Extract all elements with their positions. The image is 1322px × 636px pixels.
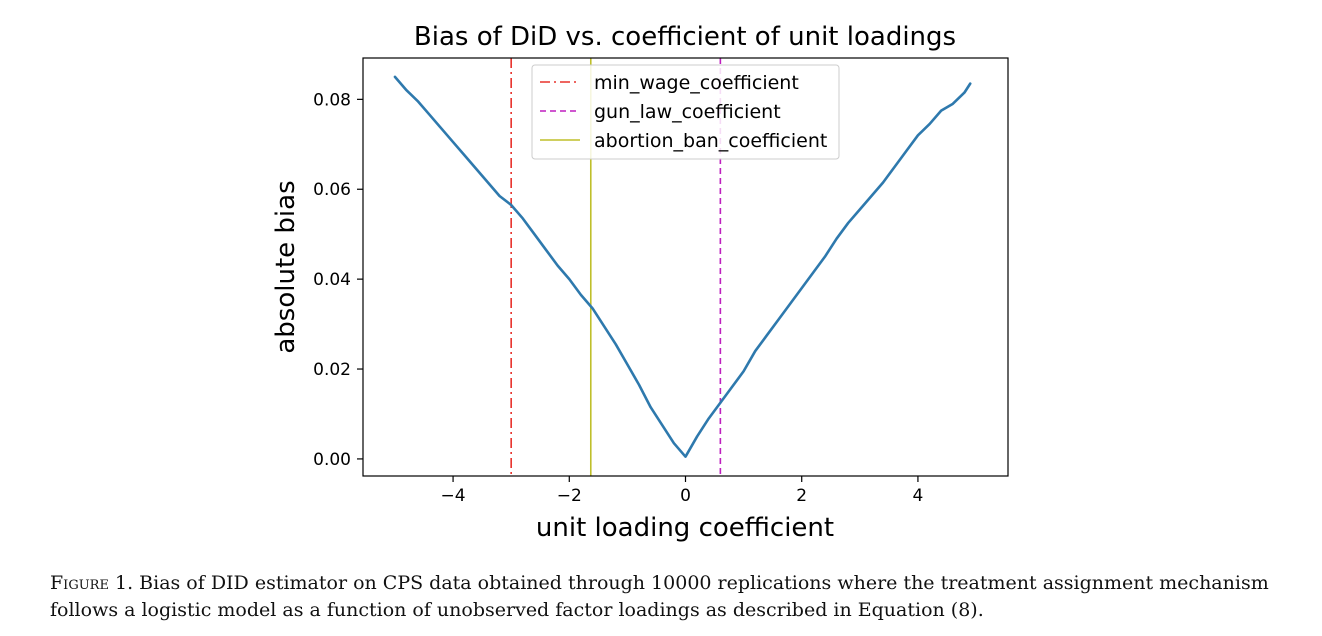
chart-title: Bias of DiD vs. coefficient of unit load… bbox=[414, 22, 956, 52]
y-tick-label: 0.08 bbox=[313, 90, 351, 110]
legend-label-abortion-ban: abortion_ban_coefficient bbox=[594, 130, 827, 152]
y-tick-label: 0.06 bbox=[313, 180, 351, 200]
x-tick-label: −2 bbox=[557, 486, 582, 506]
caption-text: Bias of DID estimator on CPS data obtain… bbox=[50, 572, 1269, 621]
legend-box bbox=[531, 64, 840, 160]
series-line-0 bbox=[393, 75, 972, 458]
y-tick-label: 0.04 bbox=[313, 270, 351, 290]
y-tick-label: 0.02 bbox=[313, 360, 351, 380]
legend-label-gun-law: gun_law_coefficient bbox=[594, 101, 781, 123]
y-tick-label: 0.00 bbox=[313, 450, 351, 470]
x-tick-label: 4 bbox=[913, 486, 924, 506]
caption-lead: Figure 1. bbox=[50, 572, 134, 594]
figure-caption: Figure 1. Bias of DID estimator on CPS d… bbox=[50, 570, 1315, 624]
x-tick-label: −4 bbox=[441, 486, 466, 506]
y-axis-label: absolute bias bbox=[271, 180, 301, 353]
legend-label-min-wage: min_wage_coefficient bbox=[594, 72, 799, 94]
legend: min_wage_coefficient gun_law_coefficient… bbox=[531, 64, 840, 160]
x-axis-ticks: −4 −2 0 2 4 bbox=[441, 476, 924, 506]
x-axis-label: unit loading coefficient bbox=[536, 513, 834, 543]
x-tick-label: 2 bbox=[796, 486, 807, 506]
x-tick-label: 0 bbox=[680, 486, 691, 506]
y-axis-ticks: 0.00 0.02 0.04 0.06 0.08 bbox=[313, 90, 363, 470]
chart-figure: Bias of DiD vs. coefficient of unit load… bbox=[271, 22, 1009, 543]
